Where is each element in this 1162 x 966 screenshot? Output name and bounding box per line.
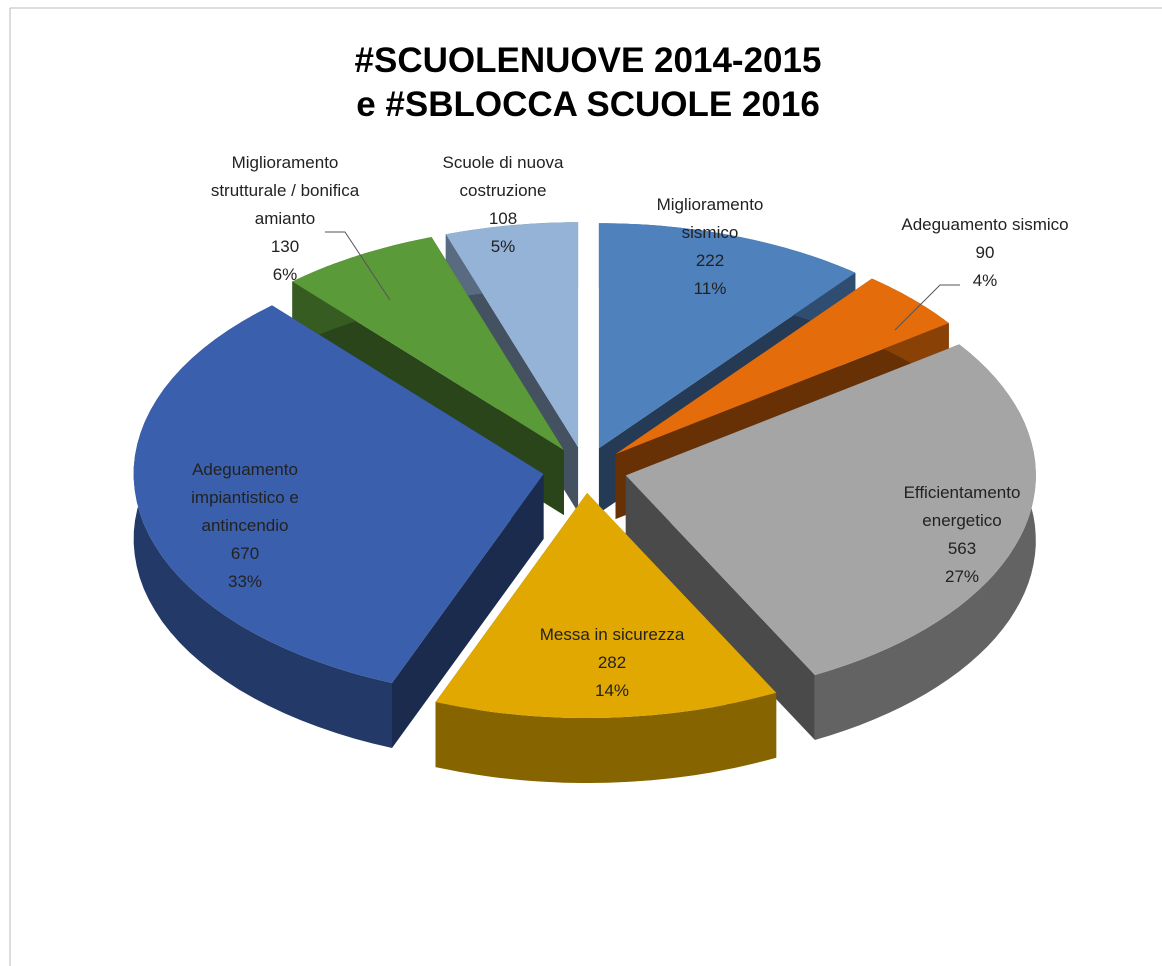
text-line: strutturale / bonifica xyxy=(211,181,360,200)
text-line: e #SBLOCCA SCUOLE 2016 xyxy=(356,85,820,124)
text-line: Miglioramento xyxy=(657,195,764,214)
text-line: Miglioramento xyxy=(232,153,339,172)
text-line: Messa in sicurezza xyxy=(540,625,685,644)
slice xyxy=(445,222,579,448)
percent-label: 14% xyxy=(595,681,629,700)
leader-line xyxy=(325,231,391,301)
value-label: 108 xyxy=(489,209,517,228)
slice xyxy=(292,237,564,451)
text-line: impiantistico e xyxy=(191,488,299,507)
text-line: amianto xyxy=(255,209,315,228)
slice-wall xyxy=(625,475,815,740)
leader-line xyxy=(894,284,960,331)
slice-tops xyxy=(133,222,1036,718)
percent-label: 5% xyxy=(491,237,516,256)
value-label: 130 xyxy=(271,237,299,256)
slice-side xyxy=(435,692,777,783)
percent-label: 33% xyxy=(228,572,262,591)
category-label: Adeguamento sismico xyxy=(901,215,1068,234)
text-line: costruzione xyxy=(460,181,547,200)
text-line: Adeguamento xyxy=(192,460,298,479)
slice-wall xyxy=(392,474,544,748)
category-label: Miglioramento sismico xyxy=(657,195,764,242)
percent-label: 4% xyxy=(973,271,998,290)
category-label: Messa in sicurezza xyxy=(540,625,685,644)
chart-title: #SCUOLENUOVE 2014-2015 e #SBLOCCA SCUOLE … xyxy=(355,41,822,124)
text-line: Efficientamento xyxy=(904,483,1021,502)
value-label: 282 xyxy=(598,653,626,672)
category-label: Miglioramento strutturale / bonifica amian… xyxy=(211,153,360,228)
value-label: 90 xyxy=(976,243,995,262)
slice xyxy=(133,305,544,683)
percent-label: 11% xyxy=(694,279,727,298)
category-label: Adeguamento impiantistico e antincendio xyxy=(191,460,299,535)
slice-side xyxy=(814,344,1036,740)
percent-label: 6% xyxy=(273,265,298,284)
slice xyxy=(598,223,856,449)
value-label: 563 xyxy=(948,539,976,558)
slice xyxy=(615,278,949,455)
slice xyxy=(625,344,1036,675)
text-line: Scuole di nuova xyxy=(443,153,565,172)
slice xyxy=(435,493,777,718)
text-line: #SCUOLENUOVE 2014-2015 xyxy=(355,41,822,80)
labels: Miglioramento sismico 222 11% Adeguamento si… xyxy=(191,153,1068,700)
text-line: Adeguamento sismico xyxy=(901,215,1068,234)
text-line: antincendio xyxy=(202,516,289,535)
category-label: Efficientamento energetico xyxy=(904,483,1021,530)
category-label: Scuole di nuova costruzione xyxy=(443,153,565,200)
value-label: 670 xyxy=(231,544,259,563)
text-line: energetico xyxy=(922,511,1001,530)
value-label: 222 xyxy=(696,251,724,270)
text-line: sismico xyxy=(682,223,739,242)
percent-label: 27% xyxy=(945,567,979,586)
